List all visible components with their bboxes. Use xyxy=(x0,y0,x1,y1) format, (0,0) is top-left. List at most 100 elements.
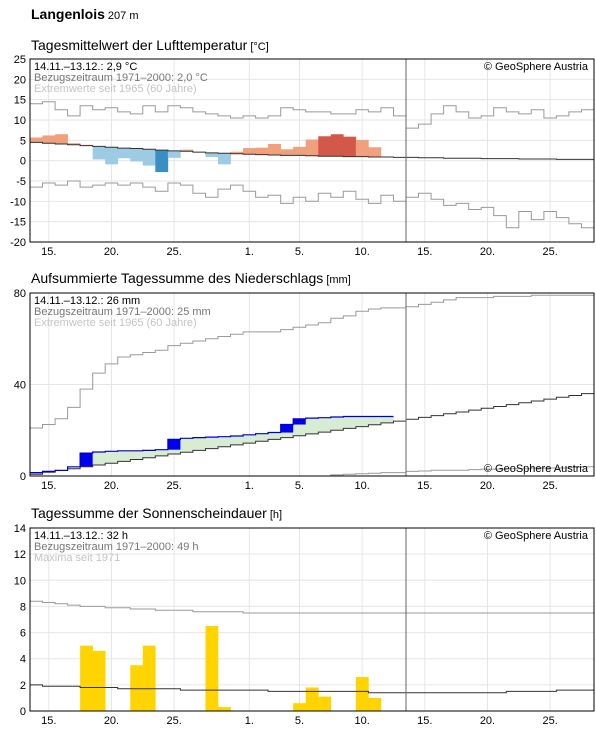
sunshine-bar xyxy=(92,650,106,711)
x-tick-label: 15. xyxy=(417,715,432,727)
precip-deviation-area xyxy=(230,435,244,445)
sunshine-bar xyxy=(142,645,156,711)
sunshine-bar xyxy=(293,703,307,711)
y-tick-label: 10 xyxy=(14,115,26,127)
y-tick-label: 20 xyxy=(14,74,26,86)
plot-frame xyxy=(29,292,595,477)
temperature-bar xyxy=(293,146,307,156)
sunshine-bar xyxy=(305,687,319,711)
y-tick-label: 0 xyxy=(20,471,26,483)
info-line: Extremwerte seit 1965 (60 Jahre) xyxy=(34,317,197,329)
precip-deviation-area xyxy=(130,450,144,460)
precip-deviation-area xyxy=(330,416,344,431)
y-tick-label: -15 xyxy=(10,217,26,229)
temperature-bar xyxy=(368,147,382,158)
y-tick-label: 0 xyxy=(20,156,26,168)
temperature-bar xyxy=(280,149,294,156)
record-max-line xyxy=(30,294,594,429)
x-tick-label: 25. xyxy=(166,480,181,492)
info-line: Maxima seit 1971 xyxy=(34,552,120,564)
x-tick-label: 15. xyxy=(417,480,432,492)
y-tick-label: 8 xyxy=(20,601,26,613)
y-tick-label: 15 xyxy=(14,95,26,107)
x-tick-label: 20. xyxy=(104,715,119,727)
station-name: Langenlois xyxy=(31,6,105,22)
info-line: 14.11.–13.12.: 2,9 °C xyxy=(34,61,137,73)
plot-frame xyxy=(29,58,595,243)
y-tick-label: -20 xyxy=(10,237,26,249)
sunshine-chart-title: Tagessumme der Sonnenscheindauer [h] xyxy=(31,505,283,521)
precip-deviation-area xyxy=(67,466,81,469)
x-tick-label: 10. xyxy=(354,480,369,492)
x-tick-label: 15. xyxy=(41,480,56,492)
temperature-bar xyxy=(142,149,156,166)
y-tick-label: -10 xyxy=(10,196,26,208)
x-tick-label: 15. xyxy=(417,246,432,258)
temperature-bar xyxy=(167,150,181,158)
temperature-bar xyxy=(205,152,219,158)
precipitation-chart-title: Aufsummierte Tagessumme des Niederschlag… xyxy=(31,270,351,286)
x-tick-label: 25. xyxy=(542,715,557,727)
temperature-bar xyxy=(230,151,244,154)
precip-daily-bar xyxy=(167,439,181,450)
x-tick-label: 1. xyxy=(245,715,254,727)
temperature-bar xyxy=(55,134,68,144)
x-tick-label: 25. xyxy=(542,246,557,258)
info-line: Bezugszeitraum 1971–2000: 25 mm xyxy=(34,306,211,318)
temperature-chart-title: Tagesmittelwert der Lufttemperatur [°C] xyxy=(31,37,269,53)
climate-cumulative-line xyxy=(30,393,594,475)
temperature-bar xyxy=(355,139,369,157)
copyright-text: © GeoSphere Austria xyxy=(484,463,589,475)
y-tick-label: 80 xyxy=(14,288,26,300)
record-min-line xyxy=(30,180,594,229)
precip-deviation-area xyxy=(355,416,369,427)
temperature-unit: [°C] xyxy=(250,41,269,53)
sunshine-unit: [h] xyxy=(269,509,283,521)
y-tick-label: 5 xyxy=(20,135,26,147)
x-tick-label: 15. xyxy=(41,715,56,727)
precip-daily-bar xyxy=(80,453,93,467)
observed-cumulative-line xyxy=(30,415,394,474)
y-tick-label: 0 xyxy=(20,706,26,718)
x-tick-label: 25. xyxy=(542,480,557,492)
x-tick-label: 25. xyxy=(166,715,181,727)
precip-deviation-area xyxy=(243,434,256,444)
temperature-bar xyxy=(305,139,319,156)
temperature-bar xyxy=(105,147,119,165)
x-tick-label: 5. xyxy=(295,480,304,492)
sunshine-bar xyxy=(80,645,93,711)
plot-frame xyxy=(29,527,595,712)
precip-deviation-area xyxy=(192,437,206,451)
sunshine-bar xyxy=(130,665,144,711)
temperature-bar xyxy=(42,135,56,144)
precip-deviation-area xyxy=(318,417,332,433)
station-header: Langenlois 207 m xyxy=(31,6,138,24)
sunshine-bar xyxy=(355,677,369,711)
info-line: 14.11.–13.12.: 32 h xyxy=(34,530,128,542)
x-tick-label: 20. xyxy=(480,715,495,727)
y-tick-label: 6 xyxy=(20,628,26,640)
sunshine-bar xyxy=(218,707,231,711)
x-tick-label: 5. xyxy=(295,246,304,258)
sunshine-bar xyxy=(205,626,219,711)
y-tick-label: 4 xyxy=(20,654,26,666)
record-max-line xyxy=(30,101,594,129)
precipitation-unit: [mm] xyxy=(326,274,351,286)
temperature-bar xyxy=(155,150,169,173)
x-tick-label: 5. xyxy=(295,715,304,727)
y-tick-label: 14 xyxy=(14,523,26,535)
precip-deviation-area xyxy=(180,438,194,453)
temperature-bar xyxy=(180,149,194,152)
x-tick-label: 20. xyxy=(480,480,495,492)
x-tick-label: 20. xyxy=(104,246,119,258)
temperature-bar xyxy=(255,147,269,155)
precip-deviation-area xyxy=(30,472,43,475)
x-tick-label: 1. xyxy=(245,480,254,492)
x-tick-label: 20. xyxy=(480,246,495,258)
x-tick-label: 1. xyxy=(245,246,254,258)
y-tick-label: 12 xyxy=(14,549,26,561)
precipitation-chart: 0 40 80 15. 20. 25. 1. 5. 10. 15. 20. 25. 14.11.–13.… xyxy=(14,288,595,492)
info-line: Bezugszeitraum 1971–2000: 2,0 °C xyxy=(34,72,208,84)
temperature-bar xyxy=(92,146,106,160)
precip-deviation-area xyxy=(343,416,357,429)
